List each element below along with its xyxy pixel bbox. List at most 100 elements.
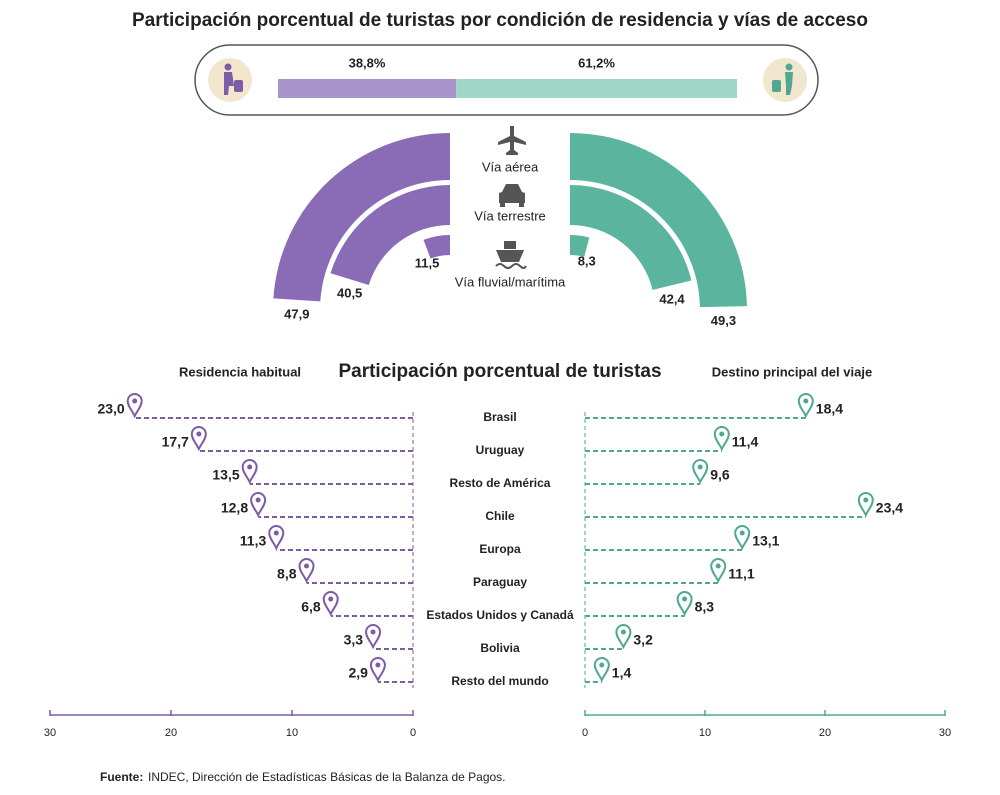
category-label: Resto del mundo xyxy=(451,674,548,688)
pin-dot xyxy=(682,596,688,602)
pin-dot xyxy=(255,497,261,503)
x-tick-label: 0 xyxy=(410,727,416,739)
value-label: 23,4 xyxy=(876,500,903,516)
frame xyxy=(194,44,819,116)
legend-label: Destino principal del viaje xyxy=(712,364,872,379)
x-tick-label: 20 xyxy=(819,727,831,739)
pin xyxy=(713,426,730,452)
pin xyxy=(126,393,143,419)
ship-icon xyxy=(495,241,527,269)
value-label: 12,8 xyxy=(221,500,248,516)
x-tick-label: 10 xyxy=(286,727,298,739)
x-tick-label: 30 xyxy=(44,727,56,739)
traveler-icon xyxy=(763,58,807,102)
value-label: 17,7 xyxy=(162,434,189,450)
pin-dot xyxy=(304,563,310,569)
pin-dot xyxy=(273,530,279,536)
category-label: Paraguay xyxy=(473,575,527,589)
pin-dot xyxy=(803,398,809,404)
value-label: 11,3 xyxy=(240,533,267,549)
value-label: 40,5 xyxy=(337,286,362,301)
value-label: 9,6 xyxy=(710,467,730,483)
pin xyxy=(615,624,632,650)
pin-dot xyxy=(739,530,745,536)
bar-segment xyxy=(278,79,457,98)
pin xyxy=(734,525,751,551)
pin xyxy=(857,492,874,518)
category-label: Brasil xyxy=(483,410,516,424)
plane-icon xyxy=(498,126,526,155)
arc-bar xyxy=(570,185,692,290)
category-label: Europa xyxy=(479,542,521,556)
pin xyxy=(322,591,339,617)
value-label: 61,2% xyxy=(578,55,615,70)
chart-title: Participación porcentual de turistas xyxy=(338,361,661,382)
pin-dot xyxy=(132,398,138,404)
arc-bar xyxy=(330,185,450,286)
category-label: Chile xyxy=(485,509,515,523)
pin xyxy=(190,426,207,452)
value-label: 8,8 xyxy=(277,566,297,582)
value-label: 11,4 xyxy=(732,434,759,450)
value-label: 49,3 xyxy=(711,313,736,328)
pin xyxy=(593,657,610,683)
pin xyxy=(268,525,285,551)
pin xyxy=(676,591,693,617)
pin xyxy=(298,558,315,584)
pin xyxy=(250,492,267,518)
value-label: 13,5 xyxy=(212,467,239,483)
value-label: 8,3 xyxy=(578,254,596,269)
arc-bar xyxy=(570,133,747,308)
value-label: 18,4 xyxy=(816,401,843,417)
value-label: 11,5 xyxy=(415,256,440,271)
pin xyxy=(365,624,382,650)
legend-label: Residencia habitual xyxy=(179,364,301,379)
pin-dot xyxy=(599,662,605,668)
pin-dot xyxy=(370,629,376,635)
category-label: Vía aérea xyxy=(482,159,539,174)
pin-dot xyxy=(620,629,626,635)
category-label: Bolivia xyxy=(480,641,520,655)
value-label: 8,3 xyxy=(695,599,715,615)
value-label: 47,9 xyxy=(284,306,309,321)
category-label: Vía terrestre xyxy=(474,208,546,223)
x-tick-label: 20 xyxy=(165,727,177,739)
source-text: INDEC, Dirección de Estadísticas Básicas… xyxy=(148,770,506,784)
main-title: Participación porcentual de turistas por… xyxy=(132,10,868,31)
pin-dot xyxy=(196,431,202,437)
arc-bar xyxy=(423,235,450,259)
source-label: Fuente: xyxy=(100,770,143,784)
value-label: 2,9 xyxy=(348,665,368,681)
category-label: Uruguay xyxy=(476,443,525,457)
pin xyxy=(369,657,386,683)
pin-dot xyxy=(715,563,721,569)
pin-dot xyxy=(375,662,381,668)
pin-dot xyxy=(863,497,869,503)
pin-dot xyxy=(247,464,253,470)
category-label: Vía fluvial/marítima xyxy=(455,274,566,289)
category-label: Resto de América xyxy=(450,476,551,490)
value-label: 38,8% xyxy=(349,55,386,70)
pin-dot xyxy=(328,596,334,602)
value-label: 6,8 xyxy=(301,599,321,615)
x-tick-label: 10 xyxy=(699,727,711,739)
arc-bar xyxy=(570,235,590,257)
arc-bar xyxy=(273,133,450,302)
value-label: 42,4 xyxy=(659,292,685,307)
x-tick-label: 0 xyxy=(582,727,588,739)
category-label: Estados Unidos y Canadá xyxy=(426,608,574,622)
value-label: 11,1 xyxy=(728,566,755,582)
value-label: 1,4 xyxy=(612,665,632,681)
value-label: 3,2 xyxy=(633,632,653,648)
bar-segment xyxy=(456,79,737,98)
value-label: 3,3 xyxy=(344,632,364,648)
pin xyxy=(797,393,814,419)
car-icon xyxy=(499,184,525,207)
traveler-icon xyxy=(208,58,252,102)
pin xyxy=(241,459,258,485)
value-label: 23,0 xyxy=(97,401,124,417)
x-tick-label: 30 xyxy=(939,727,951,739)
value-label: 13,1 xyxy=(752,533,779,549)
pin xyxy=(692,459,709,485)
